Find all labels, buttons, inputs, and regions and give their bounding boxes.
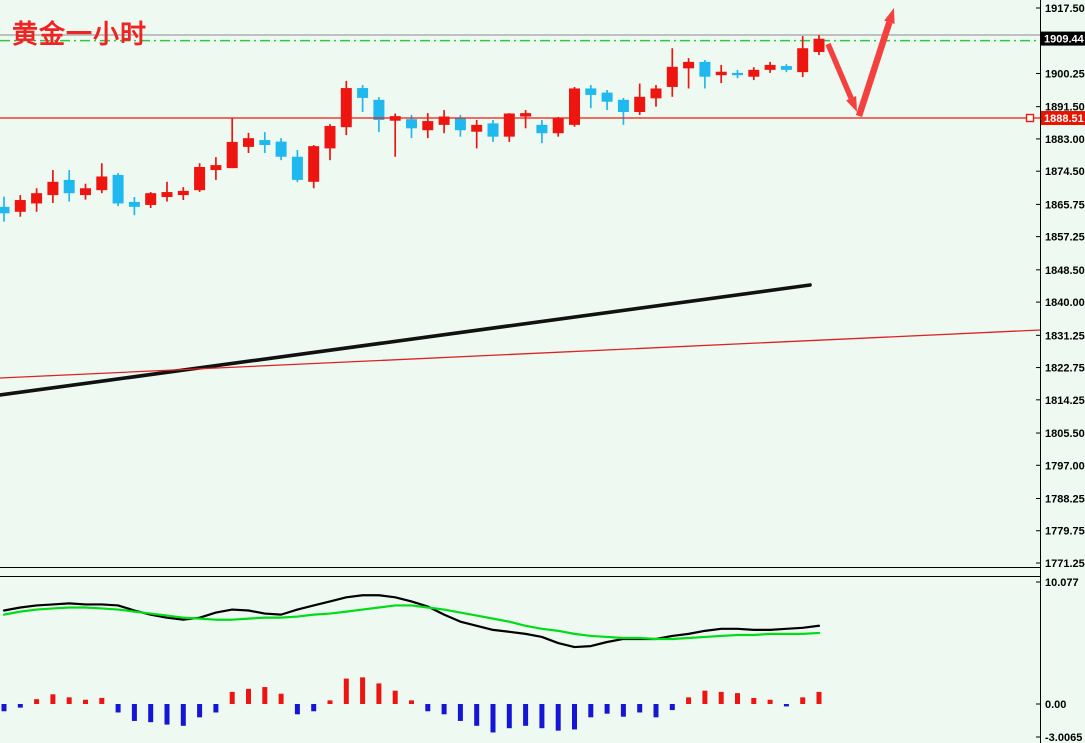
black-trendline bbox=[0, 283, 812, 397]
price-tick-label: 1874.50 bbox=[1045, 166, 1085, 178]
price-tick-label: 1891.50 bbox=[1045, 102, 1085, 114]
forecast-up-arrow bbox=[855, 21, 893, 118]
price-tick-label: 1900.25 bbox=[1045, 68, 1085, 80]
price-tick-label: 1797.00 bbox=[1045, 460, 1085, 472]
indicator-tick-label: 10.077 bbox=[1045, 577, 1079, 589]
price-levels bbox=[0, 34, 1041, 42]
price-tick-label: 1831.25 bbox=[1045, 330, 1085, 342]
price-tick-label: 1865.75 bbox=[1045, 199, 1085, 211]
indicator-tick-label: -3.0065 bbox=[1045, 732, 1082, 743]
price-tick-label: 1822.75 bbox=[1045, 363, 1085, 375]
price-tick-label: 1848.50 bbox=[1045, 265, 1085, 277]
indicator-tick-label: 0.00 bbox=[1045, 699, 1066, 711]
level-price-label: 1888.51 bbox=[1041, 111, 1085, 126]
price-tick-label: 1771.25 bbox=[1045, 558, 1085, 570]
forecast-up-arrow-head bbox=[884, 8, 895, 24]
price-tick-label: 1814.25 bbox=[1045, 395, 1085, 407]
current-price-label: 1909.44 bbox=[1041, 31, 1085, 46]
forecast-arrows[interactable] bbox=[825, 8, 895, 118]
forecast-down-arrow bbox=[825, 42, 854, 100]
support-level-line[interactable] bbox=[0, 113, 1041, 123]
price-tick-label: 1857.25 bbox=[1045, 232, 1085, 244]
price-tick-label: 1883.00 bbox=[1045, 134, 1085, 146]
price-tick-label: 1917.50 bbox=[1045, 3, 1085, 15]
macd-signal-line bbox=[2, 604, 821, 641]
indicator-axis: 10.077 0.00 -3.0065 bbox=[1036, 577, 1082, 743]
candles bbox=[0, 34, 825, 222]
price-tick-label: 1840.00 bbox=[1045, 297, 1085, 309]
red-trendline bbox=[0, 329, 1041, 379]
svg-text:1888.51: 1888.51 bbox=[1044, 113, 1084, 125]
chart-title: 黄金一小时 bbox=[12, 19, 148, 49]
price-tick-label: 1788.25 bbox=[1045, 493, 1085, 505]
level-line-handle bbox=[1025, 113, 1035, 123]
macd-histogram bbox=[1, 677, 822, 733]
svg-text:1909.44: 1909.44 bbox=[1044, 34, 1085, 46]
price-tick-label: 1805.50 bbox=[1045, 428, 1085, 440]
price-tick-label: 1779.75 bbox=[1045, 526, 1085, 538]
forecast-down-arrow-head bbox=[846, 96, 857, 112]
trendlines[interactable] bbox=[0, 283, 1041, 397]
